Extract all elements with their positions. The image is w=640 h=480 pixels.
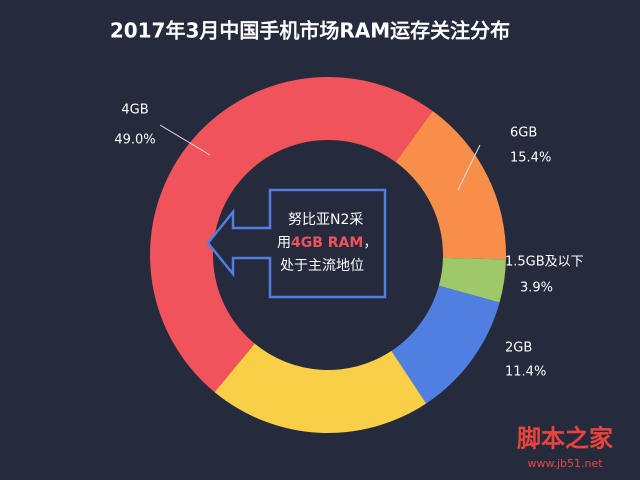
slice-label: 2GB — [505, 341, 532, 356]
watermark-name: 脚本之家 — [517, 424, 613, 453]
donut-slice — [214, 343, 427, 434]
labels: 6GB 15.4% 1.5GB及以下 3.9% 2GB 11.4% 4GB 49.0% — [114, 103, 583, 380]
slice-value-label: 49.0% — [114, 133, 155, 148]
slice-value-label: 15.4% — [510, 151, 551, 166]
annotation-line: 处于主流地位 — [280, 258, 364, 274]
slices — [150, 77, 506, 434]
leader-line — [457, 144, 481, 191]
slice-value-label: 3.9% — [520, 281, 553, 296]
annotation-arrow — [206, 188, 387, 299]
annotation-line: 用4GB RAM， — [277, 235, 377, 251]
leader-line — [159, 124, 211, 156]
slice-label: 4GB — [121, 103, 148, 118]
watermark-url: www.jb51.net — [527, 457, 603, 470]
slice-value-label: 11.4% — [505, 365, 546, 380]
donut-slice — [391, 285, 500, 404]
chart-title: 2017年3月中国手机市场RAM运存关注分布 — [110, 19, 510, 43]
slice-label: 1.5GB及以下 — [505, 255, 584, 270]
donut-slice — [438, 257, 506, 303]
slice-label: 6GB — [510, 126, 537, 141]
annotation-text: ， — [363, 235, 377, 251]
donut-slice — [150, 77, 433, 393]
annotation-line: 努比亚N2采 — [288, 212, 363, 228]
annotation-highlight: 4GB RAM — [291, 235, 363, 251]
donut-slice — [395, 110, 506, 260]
annotation-text: 用 — [277, 235, 291, 251]
